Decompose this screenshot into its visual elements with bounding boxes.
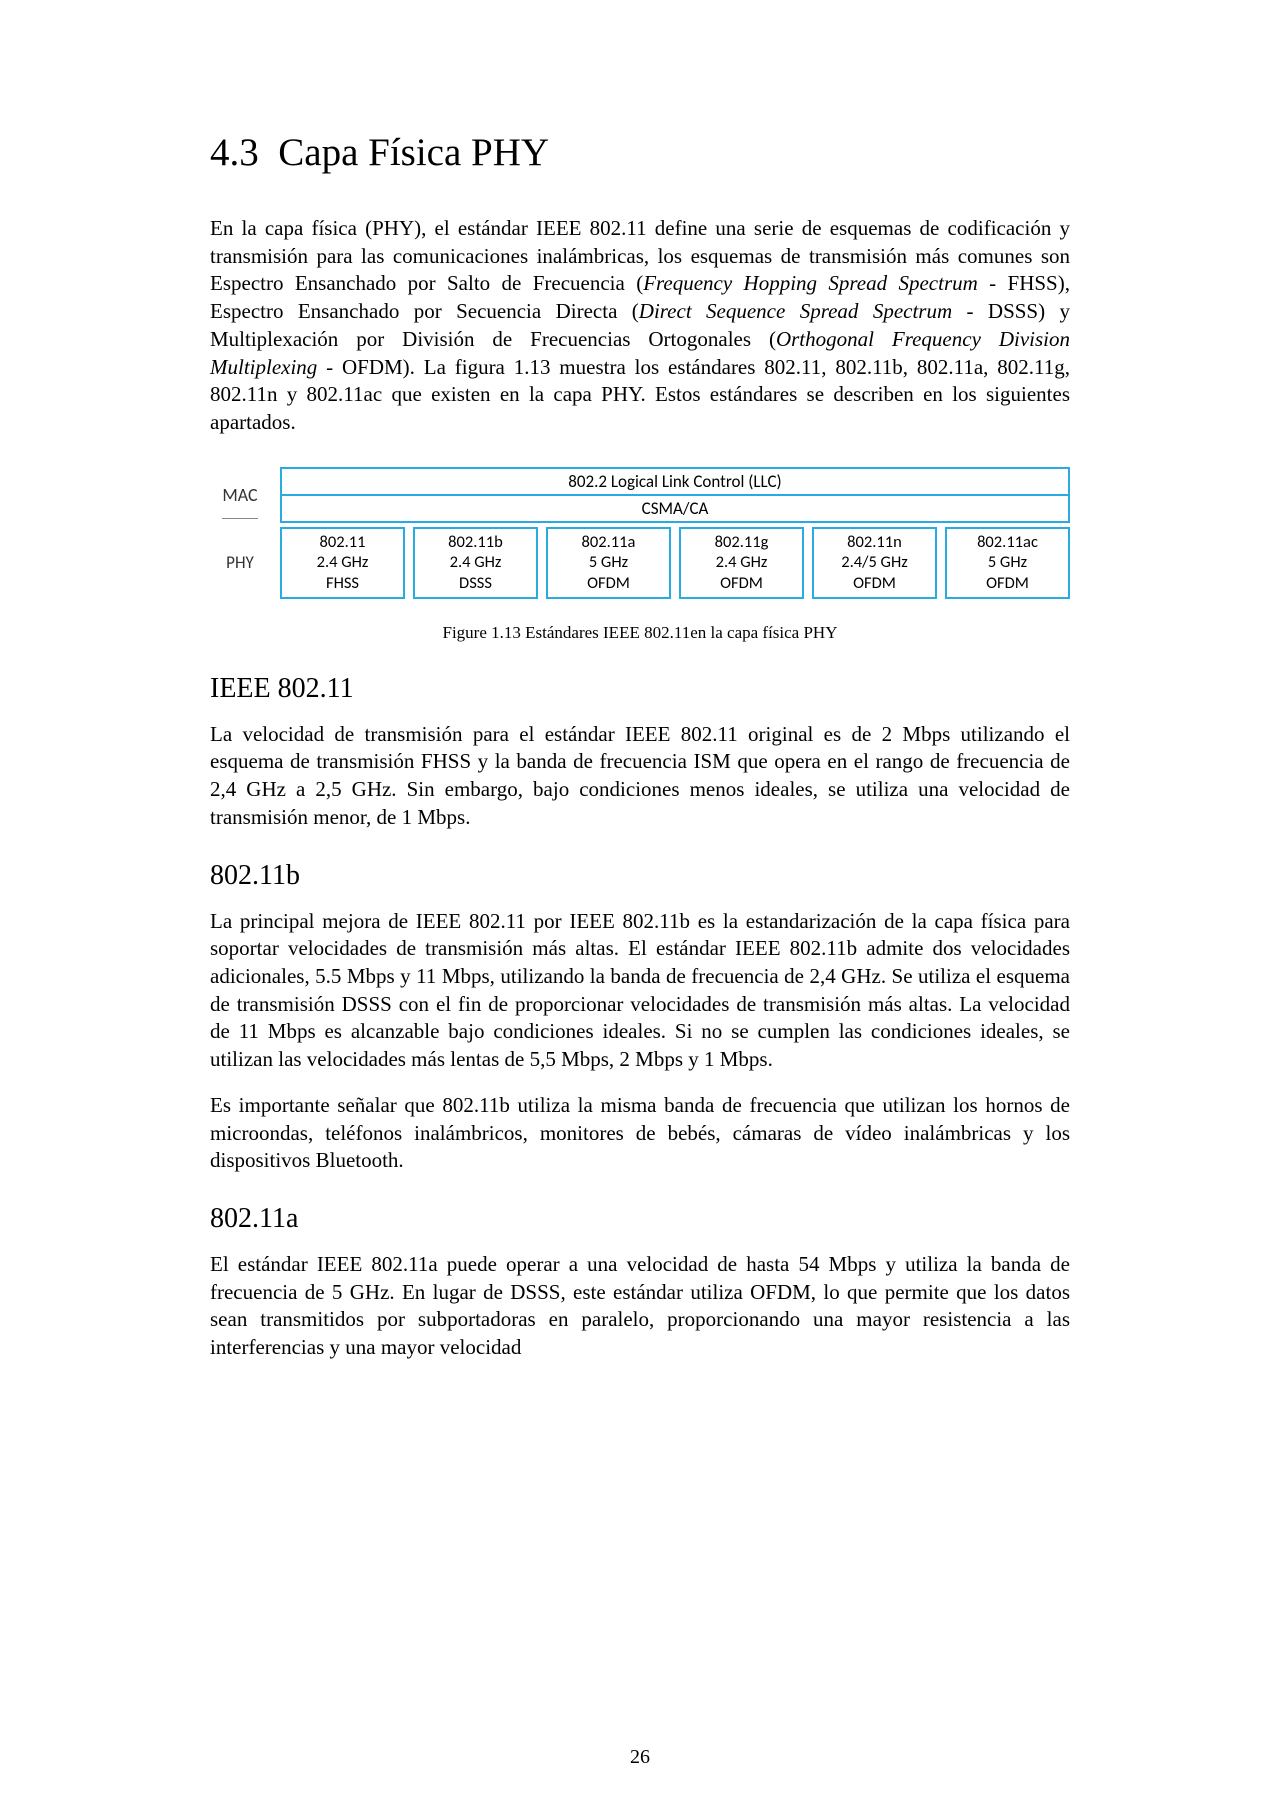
subsection-heading-ieee80211: IEEE 802.11 (210, 673, 1070, 705)
phy-box-80211: 802.11 2.4 GHz FHSS (280, 527, 405, 599)
phy-mod: OFDM (683, 573, 800, 594)
phy-name: 802.11g (683, 532, 800, 553)
intro-paragraph: En la capa física (PHY), el estándar IEE… (210, 215, 1070, 437)
phy-freq: 5 GHz (949, 552, 1066, 573)
phy-freq: 2.4 GHz (284, 552, 401, 573)
phy-mod: OFDM (550, 573, 667, 594)
phy-box-80211n: 802.11n 2.4/5 GHz OFDM (812, 527, 937, 599)
phy-freq: 5 GHz (550, 552, 667, 573)
subsection-paragraph: Es importante señalar que 802.11b utiliz… (210, 1092, 1070, 1175)
csma-box: CSMA/CA (280, 496, 1070, 523)
diagram-mac-row: MAC 802.2 Logical Link Control (LLC) CSM… (210, 467, 1070, 523)
section-heading: 4.3 Capa Física PHY (210, 130, 1070, 175)
phy-mod: OFDM (949, 573, 1066, 594)
layer-diagram: MAC 802.2 Logical Link Control (LLC) CSM… (210, 467, 1070, 599)
mac-label: MAC (220, 484, 259, 506)
document-page: 4.3 Capa Física PHY En la capa física (P… (0, 0, 1280, 1809)
phy-freq: 2.4 GHz (683, 552, 800, 573)
subsection-heading-80211a: 802.11a (210, 1203, 1070, 1235)
phy-mod: FHSS (284, 573, 401, 594)
phy-mod: DSSS (417, 573, 534, 594)
section-number: 4.3 (210, 131, 259, 174)
llc-box: 802.2 Logical Link Control (LLC) (280, 467, 1070, 496)
subsection-paragraph: El estándar IEEE 802.11a puede operar a … (210, 1251, 1070, 1362)
phy-name: 802.11n (816, 532, 933, 553)
phy-freq: 2.4 GHz (417, 552, 534, 573)
phy-label-column: PHY (210, 527, 270, 599)
figure-caption: Figure 1.13 Estándares IEEE 802.11en la … (210, 623, 1070, 643)
mac-label-column: MAC (210, 467, 270, 523)
phy-box-80211a: 802.11a 5 GHz OFDM (546, 527, 671, 599)
subsection-paragraph: La velocidad de transmisión para el está… (210, 721, 1070, 832)
page-number: 26 (0, 1746, 1280, 1769)
section-title-text: Capa Física PHY (278, 131, 549, 174)
phy-name: 802.11a (550, 532, 667, 553)
phy-mod: OFDM (816, 573, 933, 594)
phy-name: 802.11ac (949, 532, 1066, 553)
phy-label: PHY (226, 552, 254, 573)
phy-name: 802.11 (284, 532, 401, 553)
phy-box-80211ac: 802.11ac 5 GHz OFDM (945, 527, 1070, 599)
phy-box-80211b: 802.11b 2.4 GHz DSSS (413, 527, 538, 599)
phy-freq: 2.4/5 GHz (816, 552, 933, 573)
subsection-paragraph: La principal mejora de IEEE 802.11 por I… (210, 908, 1070, 1074)
subsection-heading-80211b: 802.11b (210, 860, 1070, 892)
phy-box-80211g: 802.11g 2.4 GHz OFDM (679, 527, 804, 599)
phy-name: 802.11b (417, 532, 534, 553)
phy-boxes-container: 802.11 2.4 GHz FHSS 802.11b 2.4 GHz DSSS… (280, 527, 1070, 599)
diagram-phy-row: PHY 802.11 2.4 GHz FHSS 802.11b 2.4 GHz … (210, 527, 1070, 599)
